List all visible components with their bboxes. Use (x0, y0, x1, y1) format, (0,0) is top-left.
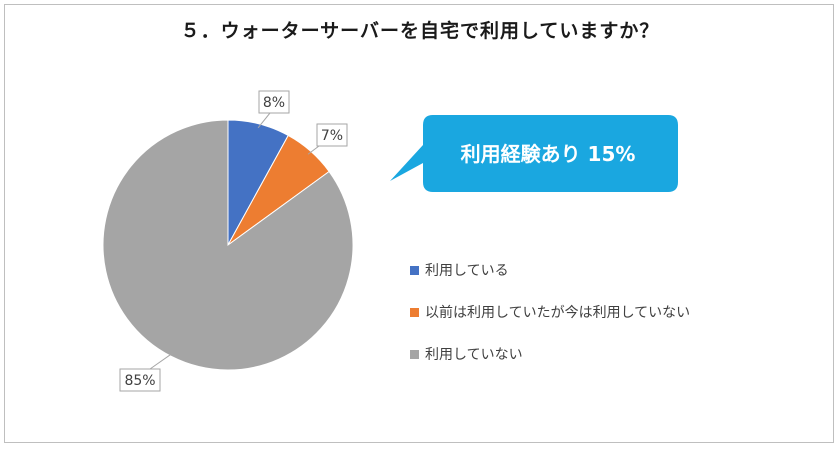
legend-item-used-before: 以前は利用していたが今は利用していない (410, 302, 690, 322)
leader-line-using (257, 112, 271, 129)
data-label-used-before: 7% (321, 128, 343, 144)
data-label-box-using (258, 90, 290, 114)
legend-item-using: 利用している (410, 260, 690, 280)
data-label-not-using: 85% (124, 373, 155, 389)
legend-swatch-not-using (410, 349, 419, 359)
chart-title: ５．ウォーターサーバーを自宅で利用していますか？ (180, 20, 660, 42)
legend-swatch-using (410, 265, 419, 275)
legend-label-not-using: 利用していない (425, 347, 523, 363)
data-label-box-used-before (316, 123, 348, 147)
legend-label-using: 利用している (425, 263, 509, 279)
legend-label-used-before: 以前は利用していたが今は利用していない (425, 305, 691, 321)
callout-bubble (390, 115, 678, 192)
legend: 利用している 以前は利用していたが今は利用していない 利用していない (410, 260, 690, 386)
legend-swatch-used-before (410, 307, 419, 317)
legend-item-not-using: 利用していない (410, 344, 690, 364)
pie-slice-not-using (102, 119, 354, 371)
leader-line-not-using (149, 352, 174, 370)
data-label-using: 8% (263, 95, 285, 111)
leader-line-used-before (307, 145, 320, 155)
callout: 利用経験あり 15% (390, 115, 678, 192)
callout-text: 利用経験あり 15% (461, 142, 636, 166)
data-label-box-not-using (119, 368, 161, 392)
